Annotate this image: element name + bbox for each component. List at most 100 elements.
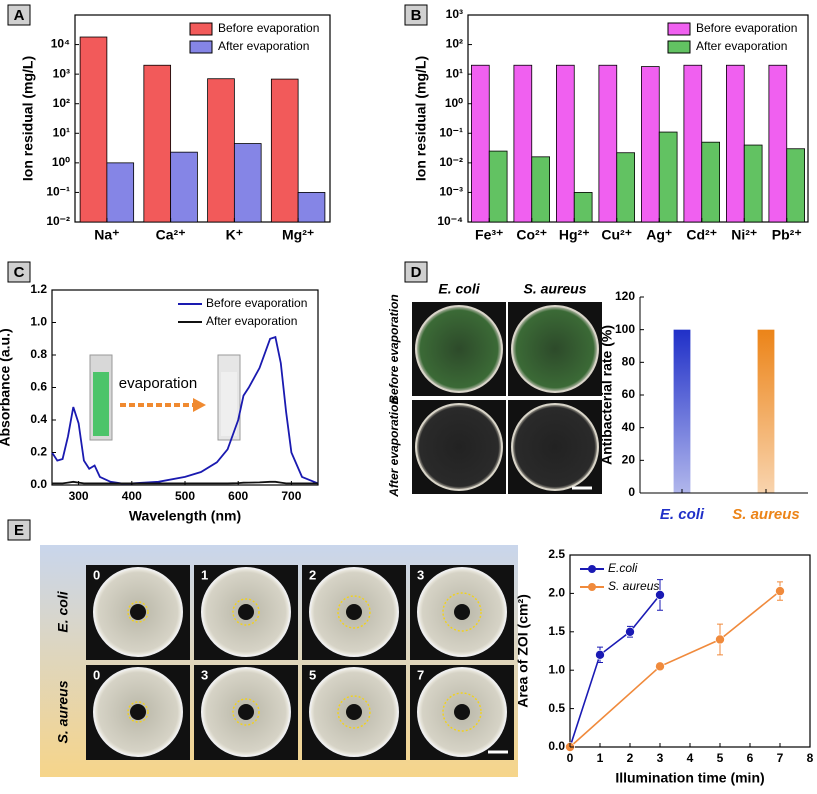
legend-swatch bbox=[189, 22, 213, 36]
bar bbox=[768, 64, 788, 223]
y-tick-label: 1.5 bbox=[548, 624, 565, 638]
panel-letter: C bbox=[14, 264, 25, 281]
x-tick-label: 2 bbox=[627, 751, 634, 765]
column-label: E. coli bbox=[438, 281, 480, 297]
y-tick-label: 10² bbox=[446, 37, 463, 51]
bar bbox=[143, 64, 172, 223]
legend-marker bbox=[588, 565, 596, 573]
marker bbox=[595, 650, 605, 660]
legend-marker bbox=[588, 583, 596, 591]
y-tick-label: 0.0 bbox=[548, 739, 565, 753]
line bbox=[569, 594, 661, 748]
x-tick-label: 1 bbox=[597, 751, 604, 765]
x-tick-label: 300 bbox=[69, 489, 89, 503]
y-tick-label: 100 bbox=[615, 322, 635, 336]
y-axis-label: Absorbance (a.u.) bbox=[0, 328, 13, 446]
x-tick-label: 6 bbox=[747, 751, 754, 765]
bar bbox=[106, 162, 135, 223]
y-tick-label: 1.0 bbox=[30, 315, 47, 329]
marker bbox=[715, 634, 725, 645]
legend-label: Before evaporation bbox=[696, 21, 797, 35]
bar bbox=[598, 64, 618, 223]
bar bbox=[786, 148, 806, 223]
y-tick-label: 0.8 bbox=[30, 347, 47, 361]
x-tick-label: Cd²⁺ bbox=[686, 227, 717, 243]
x-tick-label: Pb²⁺ bbox=[772, 227, 802, 243]
panel-letter-box bbox=[404, 261, 428, 283]
row-label: S. aureus bbox=[55, 680, 71, 743]
bar bbox=[757, 329, 775, 493]
bar bbox=[79, 36, 108, 223]
row-label: After evaporation bbox=[387, 397, 401, 497]
bar bbox=[513, 64, 533, 223]
bar bbox=[743, 144, 763, 223]
dish bbox=[511, 403, 599, 491]
x-tick-label: 4 bbox=[687, 751, 694, 765]
legend-label: E.coli bbox=[608, 561, 638, 575]
y-tick-label: 60 bbox=[622, 387, 636, 401]
panel-letter: B bbox=[411, 7, 422, 24]
y-axis-label: Ion residual (mg/L) bbox=[20, 56, 36, 181]
marker bbox=[625, 626, 635, 637]
y-tick-label: 10³ bbox=[446, 7, 463, 21]
time-label: 0 bbox=[93, 667, 100, 682]
time-label: 0 bbox=[93, 567, 100, 582]
x-tick-label: Co²⁺ bbox=[516, 227, 547, 243]
x-tick-label: Na⁺ bbox=[94, 227, 119, 243]
y-tick-label: 2.0 bbox=[548, 586, 565, 600]
y-tick-label: 10⁻³ bbox=[439, 185, 463, 199]
zone bbox=[232, 598, 260, 626]
y-tick-label: 10³ bbox=[53, 66, 70, 80]
bar bbox=[531, 156, 551, 223]
x-tick-label: Ca²⁺ bbox=[156, 227, 186, 243]
time-label: 7 bbox=[417, 667, 424, 682]
y-tick-label: 10⁻² bbox=[439, 155, 463, 169]
bar bbox=[683, 64, 703, 223]
zone bbox=[127, 601, 149, 623]
bar bbox=[233, 143, 262, 223]
time-label: 3 bbox=[201, 667, 208, 682]
x-tick-label: 500 bbox=[175, 489, 195, 503]
panel-letter: A bbox=[14, 7, 25, 24]
marker bbox=[655, 590, 665, 600]
x-tick-label: Mg²⁺ bbox=[282, 227, 314, 243]
bar bbox=[641, 66, 660, 223]
zone bbox=[337, 595, 371, 629]
x-tick-label: E. coli bbox=[660, 506, 705, 523]
legend-label: After evaporation bbox=[206, 314, 297, 328]
panel-letter: D bbox=[411, 264, 422, 281]
y-tick-label: 10⁻¹ bbox=[46, 185, 70, 199]
line bbox=[51, 335, 319, 485]
y-tick-label: 10⁰ bbox=[445, 96, 463, 110]
zone bbox=[127, 701, 149, 723]
zone bbox=[232, 698, 260, 726]
x-tick-label: Fe³⁺ bbox=[475, 227, 503, 243]
y-tick-label: 1.2 bbox=[30, 282, 47, 296]
bar bbox=[170, 151, 198, 223]
bar bbox=[701, 141, 721, 223]
legend-label: After evaporation bbox=[218, 39, 309, 53]
y-tick-label: 80 bbox=[622, 355, 636, 369]
y-tick-label: 10¹ bbox=[446, 66, 463, 80]
y-tick-label: 0.0 bbox=[30, 477, 47, 491]
legend-label: S. aureus bbox=[608, 579, 659, 593]
y-tick-label: 0 bbox=[628, 485, 635, 499]
time-label: 1 bbox=[201, 567, 208, 582]
legend-label: Before evaporation bbox=[218, 21, 319, 35]
bar bbox=[207, 78, 235, 223]
bar bbox=[573, 192, 593, 223]
hole bbox=[454, 604, 470, 620]
x-tick-label: S. aureus bbox=[732, 506, 800, 523]
dish bbox=[511, 305, 599, 393]
x-tick-label: 5 bbox=[717, 751, 724, 765]
bar bbox=[270, 78, 299, 223]
x-tick-label: Hg²⁺ bbox=[559, 227, 590, 243]
x-tick-label: Cu²⁺ bbox=[601, 227, 632, 243]
x-tick-label: 400 bbox=[122, 489, 142, 503]
x-tick-label: 600 bbox=[228, 489, 248, 503]
bar bbox=[673, 329, 691, 493]
bar bbox=[297, 192, 326, 223]
legend-swatch bbox=[189, 40, 213, 54]
hole bbox=[130, 704, 146, 720]
